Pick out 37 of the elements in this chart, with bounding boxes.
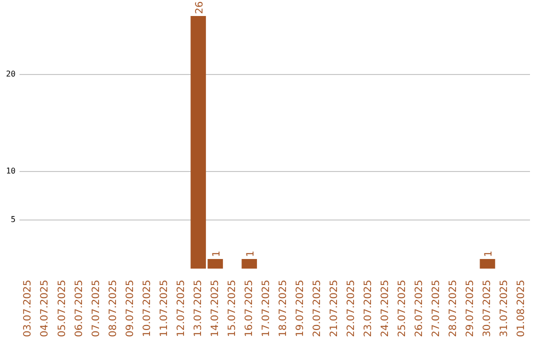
x-tick-label: 05.07.2025 (56, 280, 68, 338)
x-tick-label: 28.07.2025 (448, 280, 460, 338)
x-tick-label: 03.07.2025 (22, 280, 34, 338)
x-tick-label: 06.07.2025 (74, 280, 85, 338)
x-tick-label: 14.07.2025 (210, 280, 221, 338)
y-tick-label: 10 (6, 166, 16, 176)
x-tick-label: 01.08.2025 (516, 280, 528, 338)
data-label: 1 (211, 250, 222, 258)
x-tick-label: 21.07.2025 (328, 280, 340, 338)
x-tick-label: 23.07.2025 (362, 280, 374, 338)
x-tick-label: 25.07.2025 (397, 280, 408, 338)
x-tick-label: 18.07.2025 (278, 280, 289, 338)
x-tick-label: 31.07.2025 (499, 280, 510, 338)
x-tick-label: 12.07.2025 (176, 280, 187, 338)
x-tick-label: 22.07.2025 (346, 280, 357, 338)
x-tick-label: 26.07.2025 (414, 280, 426, 338)
x-tick-label: 17.07.2025 (260, 280, 272, 338)
x-tick-label: 20.07.2025 (312, 280, 323, 338)
x-tick-label: 10.07.2025 (142, 280, 153, 338)
x-tick-label: 07.07.2025 (90, 280, 102, 338)
x-tick-label: 19.07.2025 (294, 280, 306, 338)
x-tick-label: 30.07.2025 (482, 280, 494, 338)
y-tick-label: 5 (10, 215, 16, 224)
x-tick-label: 29.07.2025 (465, 280, 476, 338)
x-tick-label: 24.07.2025 (380, 280, 391, 338)
x-tick-label: 04.07.2025 (40, 280, 51, 338)
x-tick-label: 11.07.2025 (158, 280, 170, 338)
x-tick-label: 09.07.2025 (124, 280, 136, 338)
x-tick-label: 13.07.2025 (192, 280, 204, 338)
data-label: 1 (483, 250, 494, 258)
x-tick-label: 16.07.2025 (244, 280, 255, 338)
data-label: 26 (194, 1, 206, 14)
x-tick-label: 15.07.2025 (226, 280, 238, 338)
y-tick-label: 20 (6, 69, 16, 78)
x-tick-label: 08.07.2025 (108, 280, 119, 338)
data-label: 1 (245, 250, 256, 258)
x-tick-label: 27.07.2025 (431, 280, 442, 338)
